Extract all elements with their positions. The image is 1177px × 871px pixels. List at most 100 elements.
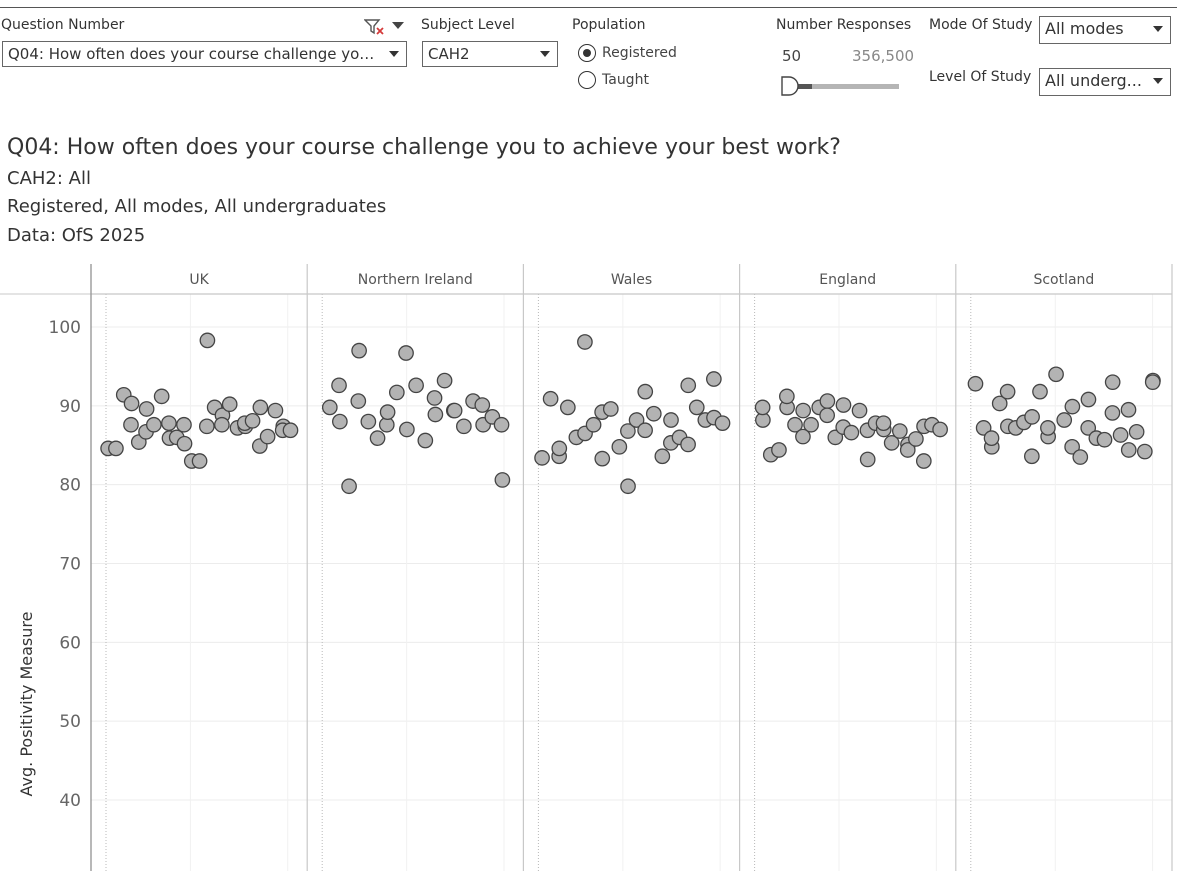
data-point[interactable] — [446, 402, 463, 419]
data-point[interactable] — [123, 395, 140, 412]
data-point[interactable] — [1136, 443, 1153, 460]
data-point[interactable] — [680, 377, 697, 394]
data-point[interactable] — [637, 383, 654, 400]
data-point[interactable] — [819, 393, 836, 409]
data-point[interactable] — [795, 428, 811, 445]
radio-taught[interactable]: Taught — [578, 71, 649, 89]
subject-level-dropdown[interactable]: CAH2 — [422, 41, 558, 67]
data-point[interactable] — [875, 415, 892, 432]
data-point[interactable] — [351, 342, 367, 359]
slider-handle[interactable] — [781, 76, 799, 96]
data-point[interactable] — [803, 416, 819, 433]
data-point[interactable] — [628, 412, 645, 428]
data-point[interactable] — [1023, 448, 1040, 465]
radio-registered[interactable]: Registered — [578, 44, 677, 62]
data-point[interactable] — [932, 421, 948, 438]
data-point[interactable] — [176, 435, 193, 452]
data-point[interactable] — [252, 399, 269, 416]
data-point[interactable] — [321, 399, 338, 416]
data-point[interactable] — [1096, 431, 1113, 448]
data-point[interactable] — [161, 415, 177, 432]
data-point[interactable] — [123, 416, 139, 433]
data-point[interactable] — [1144, 374, 1161, 391]
data-point[interactable] — [915, 453, 932, 469]
data-point[interactable] — [680, 436, 696, 453]
data-point[interactable] — [754, 399, 771, 416]
data-point[interactable] — [542, 390, 559, 407]
data-point[interactable] — [585, 416, 602, 433]
data-point[interactable] — [399, 421, 415, 438]
data-point[interactable] — [983, 430, 1000, 447]
data-point[interactable] — [198, 418, 215, 435]
data-point[interactable] — [199, 332, 216, 349]
data-point[interactable] — [851, 402, 868, 419]
data-point[interactable] — [341, 478, 357, 495]
data-point[interactable] — [883, 435, 900, 451]
data-point[interactable] — [436, 372, 453, 389]
data-point[interactable] — [1104, 374, 1121, 391]
data-point[interactable] — [975, 420, 992, 436]
data-point[interactable] — [191, 453, 208, 469]
data-point[interactable] — [474, 397, 491, 413]
data-point[interactable] — [620, 478, 636, 495]
data-point[interactable] — [551, 440, 568, 457]
data-point[interactable] — [494, 472, 511, 488]
data-point[interactable] — [1048, 366, 1064, 383]
mode-of-study-dropdown[interactable]: All modes — [1039, 16, 1171, 44]
data-point[interactable] — [991, 395, 1008, 412]
data-point[interactable] — [146, 416, 162, 433]
data-point[interactable] — [688, 399, 705, 416]
data-point[interactable] — [908, 431, 924, 447]
data-point[interactable] — [138, 401, 155, 417]
data-point[interactable] — [153, 388, 170, 405]
data-point[interactable] — [1128, 423, 1145, 440]
question-number-dropdown[interactable]: Q04: How often does your course challeng… — [2, 41, 407, 67]
data-point[interactable] — [835, 397, 852, 413]
data-point[interactable] — [602, 401, 619, 417]
data-point[interactable] — [1080, 391, 1097, 408]
data-point[interactable] — [1040, 420, 1056, 436]
data-point[interactable] — [787, 416, 803, 433]
data-point[interactable] — [1032, 383, 1048, 400]
data-point[interactable] — [779, 388, 795, 405]
data-point[interactable] — [1104, 405, 1121, 421]
data-point[interactable] — [1064, 398, 1081, 415]
data-point[interactable] — [379, 404, 396, 420]
data-point[interactable] — [705, 371, 722, 387]
data-point[interactable] — [795, 402, 812, 419]
data-point[interactable] — [259, 428, 276, 445]
data-point[interactable] — [663, 412, 679, 428]
data-point[interactable] — [1120, 401, 1137, 418]
data-point[interactable] — [1056, 412, 1073, 428]
data-point[interactable] — [398, 345, 414, 361]
data-point[interactable] — [1024, 409, 1040, 425]
data-point[interactable] — [408, 377, 424, 394]
data-point[interactable] — [176, 416, 192, 433]
level-of-study-dropdown[interactable]: All underg... — [1039, 68, 1171, 96]
data-point[interactable] — [577, 334, 593, 350]
data-point[interactable] — [332, 413, 348, 430]
data-point[interactable] — [426, 390, 443, 406]
data-point[interactable] — [999, 383, 1016, 400]
data-point[interactable] — [654, 448, 671, 465]
data-point[interactable] — [282, 422, 299, 439]
data-point[interactable] — [369, 430, 386, 447]
data-point[interactable] — [859, 451, 876, 468]
data-point[interactable] — [360, 413, 377, 430]
data-point[interactable] — [1080, 420, 1097, 436]
data-point[interactable] — [417, 432, 434, 449]
data-point[interactable] — [388, 384, 405, 401]
data-point[interactable] — [214, 416, 230, 433]
data-point[interactable] — [350, 393, 367, 409]
data-point[interactable] — [221, 396, 238, 413]
data-point[interactable] — [611, 438, 628, 455]
data-point[interactable] — [493, 416, 510, 433]
data-point[interactable] — [637, 422, 653, 439]
chevron-down-icon[interactable] — [392, 22, 404, 29]
data-point[interactable] — [827, 429, 844, 446]
filter-clear-icon[interactable] — [364, 18, 386, 36]
data-point[interactable] — [819, 407, 836, 424]
data-point[interactable] — [843, 424, 860, 441]
data-point[interactable] — [427, 406, 444, 423]
data-point[interactable] — [714, 415, 731, 432]
